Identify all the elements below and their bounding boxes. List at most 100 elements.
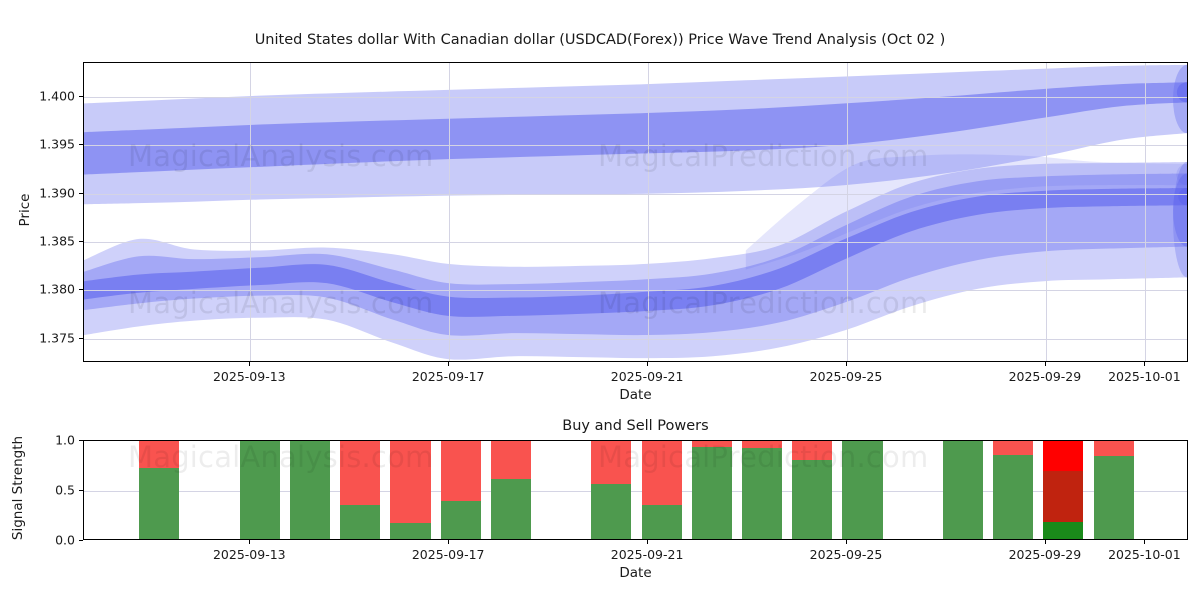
price-y-tick-label: 1.390 — [39, 185, 75, 201]
signal-bar[interactable] — [390, 441, 431, 539]
sell-power-segment — [792, 441, 833, 460]
buy-power-segment — [691, 447, 732, 539]
sell-power-segment — [290, 440, 330, 441]
price-axis-y-label: Price — [17, 193, 33, 227]
signal-bar[interactable] — [340, 441, 381, 539]
signal-bar[interactable] — [490, 441, 531, 539]
signal-x-tick-label: 2025-09-25 — [809, 547, 883, 562]
signal-bar[interactable] — [440, 441, 481, 539]
sell-power-segment — [1043, 441, 1084, 471]
signal-y-tickmark — [79, 440, 83, 441]
signal-bar[interactable] — [792, 441, 833, 539]
signal-bar[interactable] — [641, 441, 682, 539]
sell-power-segment — [993, 441, 1034, 455]
signal-axis-x-label: Date — [619, 565, 652, 581]
price-gridline-h — [84, 96, 1187, 98]
sell-power-segment — [591, 441, 632, 484]
price-y-tickmark — [79, 337, 83, 339]
price-y-tick-label: 1.385 — [39, 233, 75, 249]
price-x-tickmark — [249, 362, 251, 366]
signal-x-tick-label: 2025-09-17 — [411, 547, 485, 562]
wave-band-lower-wave-outer — [84, 162, 1187, 360]
price-x-tickmark — [1044, 362, 1046, 366]
price-y-tick-label: 1.375 — [39, 330, 75, 346]
signal-x-tickmark — [249, 540, 251, 544]
price-gridline-v — [1045, 63, 1047, 361]
buy-power-segment — [942, 441, 984, 539]
price-x-tick-label: 2025-09-25 — [809, 369, 883, 384]
price-wave-bands — [84, 64, 1187, 360]
signal-bar[interactable] — [691, 441, 732, 539]
signal-bar[interactable] — [1043, 441, 1084, 539]
wave-band-lower-wave-core — [84, 187, 1187, 317]
buy-power-segment — [591, 484, 632, 539]
signal-x-tick-label: 2025-09-13 — [212, 547, 286, 562]
price-x-tickmark — [647, 362, 649, 366]
price-y-tick-label: 1.400 — [39, 88, 75, 104]
price-x-tick-label: 2025-10-01 — [1108, 369, 1181, 384]
buy-power-segment — [1043, 522, 1084, 539]
price-y-tickmark — [79, 241, 83, 242]
price-x-tick-label: 2025-09-21 — [610, 369, 684, 384]
buy-power-segment — [1093, 456, 1134, 539]
signal-x-tick-label: 2025-09-29 — [1008, 547, 1082, 562]
buy-power-segment — [139, 468, 180, 539]
sell-power-segment — [490, 441, 531, 479]
buy-power-segment — [490, 479, 531, 539]
wave-band-cap — [1178, 187, 1187, 206]
signal-bar[interactable] — [139, 441, 180, 539]
signal-bar[interactable] — [591, 441, 632, 539]
buy-power-segment — [792, 460, 833, 539]
price-x-tickmark — [448, 362, 450, 366]
sell-power-segment — [139, 441, 180, 468]
sell-power-segment — [742, 441, 783, 448]
signal-strength-axis-y-label: Signal Strength — [10, 435, 26, 541]
buy-sell-powers-title: Buy and Sell Powers — [562, 418, 709, 434]
price-gridline-v — [847, 63, 848, 361]
signal-x-tickmark — [1044, 540, 1046, 544]
sell-power-segment — [1093, 441, 1134, 456]
signal-x-tickmark — [846, 540, 847, 544]
price-axis-x-label: Date — [619, 387, 652, 403]
wave-band-cap — [1176, 163, 1187, 186]
price-x-tickmark — [846, 362, 847, 366]
signal-bar[interactable] — [289, 440, 331, 539]
price-y-tick-label: 1.380 — [39, 281, 75, 297]
signal-y-tick-label: 0.0 — [55, 532, 75, 548]
buy-power-segment — [742, 448, 783, 539]
price-gridline-v — [250, 63, 252, 361]
price-gridline-h — [84, 145, 1187, 147]
signal-bar[interactable] — [993, 441, 1034, 539]
price-y-tick-label: 1.395 — [39, 136, 75, 152]
price-gridline-h — [84, 290, 1187, 292]
signal-bar[interactable] — [239, 441, 280, 539]
sell-power-segment — [390, 441, 431, 523]
price-y-tickmark — [79, 289, 83, 291]
signal-bar[interactable] — [1093, 441, 1134, 539]
signal-y-tick-label: 0.5 — [55, 482, 75, 498]
sell-power-segment — [440, 441, 481, 501]
buy-power-segment — [239, 441, 280, 539]
buy-power-segment — [993, 455, 1034, 539]
wave-band-divergence-fan — [745, 154, 1187, 270]
signal-x-tickmark — [1144, 540, 1146, 544]
price-wave-chart-axes — [83, 62, 1188, 362]
signal-y-tick-label: 1.0 — [55, 432, 75, 448]
signal-y-tickmark — [79, 490, 83, 491]
signal-bar[interactable] — [842, 441, 883, 539]
signal-x-tickmark — [647, 540, 649, 544]
price-gridline-h — [84, 193, 1187, 195]
signal-x-tick-label: 2025-10-01 — [1108, 547, 1181, 562]
buy-power-segment — [340, 505, 381, 539]
sell-power-segment — [691, 441, 732, 447]
signal-bar[interactable] — [742, 441, 783, 539]
sell-power-segment — [943, 440, 983, 441]
sell-power-segment-mid — [1043, 470, 1084, 522]
price-x-tick-label: 2025-09-17 — [411, 369, 485, 384]
signal-x-tickmark — [448, 540, 450, 544]
price-x-tick-label: 2025-09-13 — [212, 369, 286, 384]
signal-bar[interactable] — [942, 440, 984, 539]
figure-title-line1: United States dollar With Canadian dolla… — [254, 32, 946, 48]
price-gridline-v — [449, 63, 451, 361]
